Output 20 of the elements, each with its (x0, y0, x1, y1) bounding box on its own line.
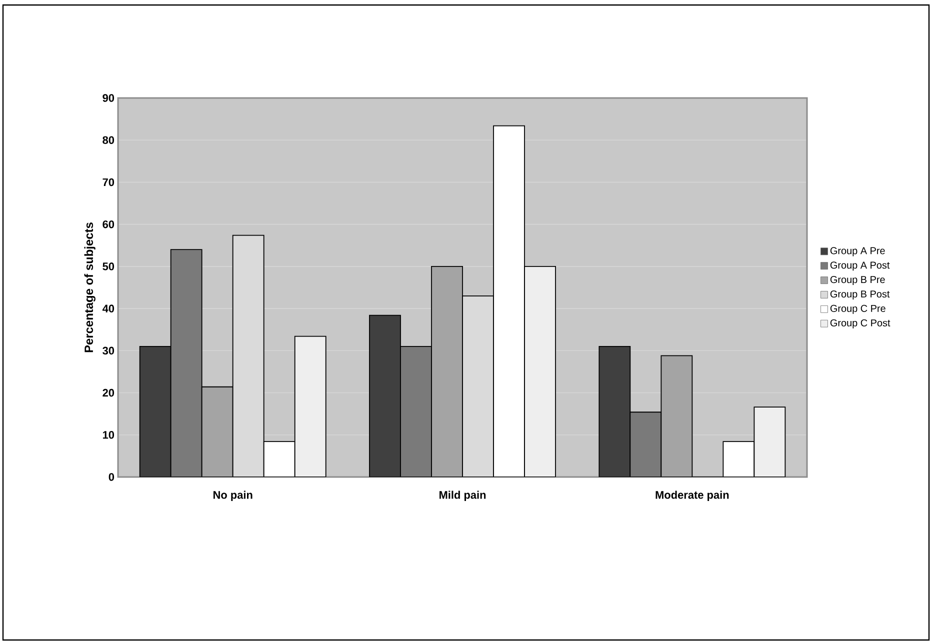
y-tick-label: 90 (102, 94, 114, 102)
x-tick-label: Moderate pain (656, 490, 729, 501)
y-tick-label: 50 (102, 262, 114, 270)
y-tick-label: 80 (102, 136, 114, 144)
y-tick-label: 60 (102, 220, 114, 228)
legend-label: Group B Post (830, 290, 890, 300)
y-tick-label: 10 (102, 431, 114, 439)
legend-label: Group A Post (830, 262, 890, 271)
y-tick-label: 40 (102, 304, 114, 312)
x-tick-label: Mild pain (440, 490, 486, 501)
legend-label: Group C Post (830, 319, 890, 328)
y-tick-label: 20 (102, 388, 114, 397)
legend-label: Group B Pre (830, 276, 885, 286)
y-tick-label: 30 (102, 346, 114, 355)
x-tick-label: No pain (213, 490, 252, 501)
y-tick-label: 0 (108, 473, 114, 481)
legend-label: Group C Pre (830, 304, 886, 314)
y-tick-label: 70 (102, 178, 114, 186)
legend-label: Group A Pre (830, 247, 885, 256)
y-axis-title: Percentage of subjects (84, 222, 96, 352)
